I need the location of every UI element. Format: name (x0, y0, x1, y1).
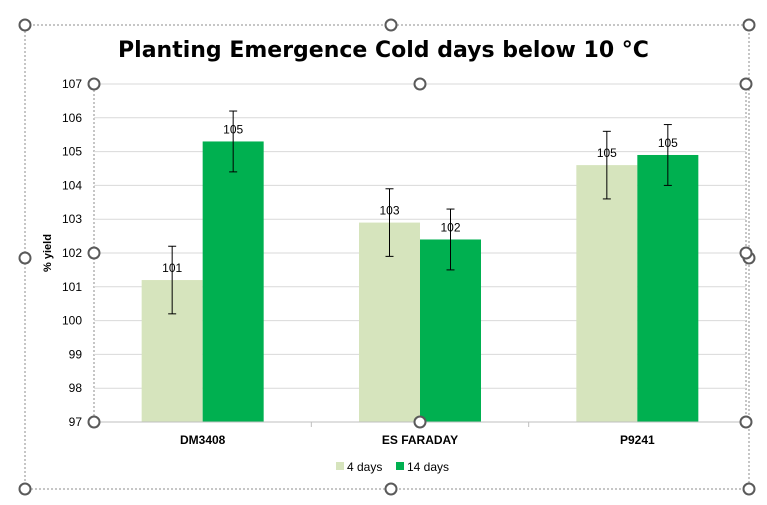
resize-handle[interactable] (739, 77, 753, 91)
legend-label: 14 days (407, 460, 449, 474)
bars (141, 141, 699, 423)
resize-handle[interactable] (384, 482, 398, 496)
resize-handle[interactable] (413, 415, 427, 429)
axes: 97 98 99 100 101 102 103 104 105 106 107 % yield DM3… (42, 77, 746, 447)
resize-handle[interactable] (87, 77, 101, 91)
y-tick-label: 97 (69, 415, 83, 429)
y-tick-label: 105 (62, 145, 82, 159)
resize-handle[interactable] (742, 18, 756, 32)
resize-handle[interactable] (742, 482, 756, 496)
resize-handle[interactable] (739, 246, 753, 260)
legend-swatch (396, 462, 404, 470)
x-tick-label: DM3408 (180, 433, 226, 447)
legend-label: 4 days (347, 460, 382, 474)
resize-handle[interactable] (18, 251, 32, 265)
bar-14-days (637, 154, 699, 423)
selection-handles[interactable] (18, 18, 756, 496)
data-label: 105 (223, 122, 243, 136)
y-tick-label: 101 (62, 280, 82, 294)
data-labels: 101 105 103 102 105 105 (162, 122, 678, 275)
chart-title: Planting Emergence Cold days below 10 °C (118, 38, 649, 63)
legend: 4 days 14 days (336, 460, 449, 474)
y-tick-label: 98 (69, 381, 83, 395)
bar-14-days (202, 141, 264, 422)
y-tick-label: 102 (62, 246, 82, 260)
y-tick-label: 104 (62, 178, 82, 192)
resize-handle[interactable] (87, 415, 101, 429)
data-label: 102 (440, 220, 460, 234)
y-tick-label: 106 (62, 111, 82, 125)
legend-swatch (336, 462, 344, 470)
data-label: 103 (379, 204, 399, 218)
resize-handle[interactable] (18, 18, 32, 32)
y-tick-label: 99 (69, 347, 83, 361)
error-bars (168, 110, 672, 315)
y-tick-label: 103 (62, 212, 82, 226)
resize-handle[interactable] (384, 18, 398, 32)
resize-handle[interactable] (413, 77, 427, 91)
resize-handle[interactable] (739, 415, 753, 429)
bar-4-days (576, 165, 638, 422)
y-tick-label: 100 (62, 314, 82, 328)
x-tick-label: P9241 (620, 433, 655, 447)
y-tick-label: 107 (62, 77, 82, 91)
data-label: 101 (162, 261, 182, 275)
resize-handle[interactable] (18, 482, 32, 496)
y-axis-title: % yield (42, 234, 54, 272)
resize-handle[interactable] (87, 246, 101, 260)
data-label: 105 (658, 136, 678, 150)
data-label: 105 (597, 146, 617, 160)
x-tick-label: ES FARADAY (382, 433, 458, 447)
